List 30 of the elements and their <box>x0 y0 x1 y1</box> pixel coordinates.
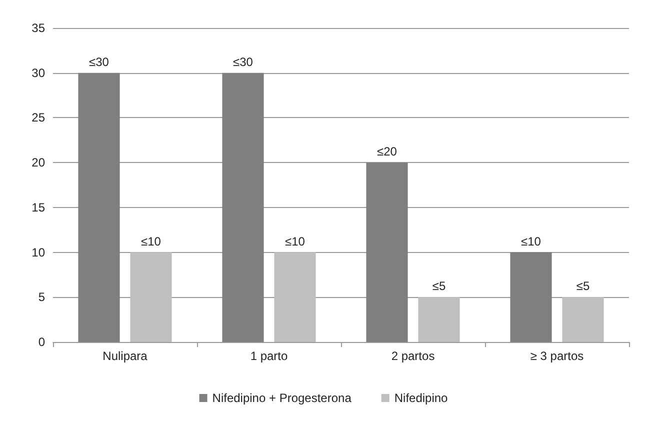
y-tick-label: 5 <box>38 290 46 304</box>
data-label: ≤10 <box>141 234 162 248</box>
data-label: ≤30 <box>89 54 110 69</box>
bar <box>562 297 604 342</box>
data-label: ≤30 <box>233 54 254 69</box>
y-tick-label: 35 <box>32 21 46 35</box>
y-tick-label: 10 <box>32 245 46 260</box>
bar <box>418 297 460 342</box>
legend-label: Nifedipino + Progesterona <box>212 391 352 405</box>
bar <box>366 162 408 342</box>
bar <box>78 72 120 342</box>
data-label: ≤10 <box>521 234 542 248</box>
x-tick-label: Nulipara <box>102 349 148 363</box>
bar <box>510 252 552 342</box>
bar <box>222 72 264 342</box>
legend-label: Nifedipino <box>394 391 448 405</box>
data-label: ≤20 <box>377 144 398 159</box>
y-tick-label: 0 <box>38 335 46 349</box>
data-label: ≤10 <box>285 234 306 248</box>
y-tick-label: 20 <box>32 156 46 170</box>
bar <box>274 252 316 342</box>
x-tick-label: 1 parto <box>250 349 288 363</box>
y-tick-label: 15 <box>32 200 46 214</box>
y-tick-label: 30 <box>32 66 46 80</box>
y-tick-label: 25 <box>32 110 46 125</box>
x-tick-label: ≥ 3 partos <box>530 349 584 363</box>
bar <box>130 252 172 342</box>
x-tick-label: 2 partos <box>391 349 435 363</box>
data-label: ≤5 <box>576 279 590 294</box>
data-label: ≤5 <box>432 279 446 294</box>
